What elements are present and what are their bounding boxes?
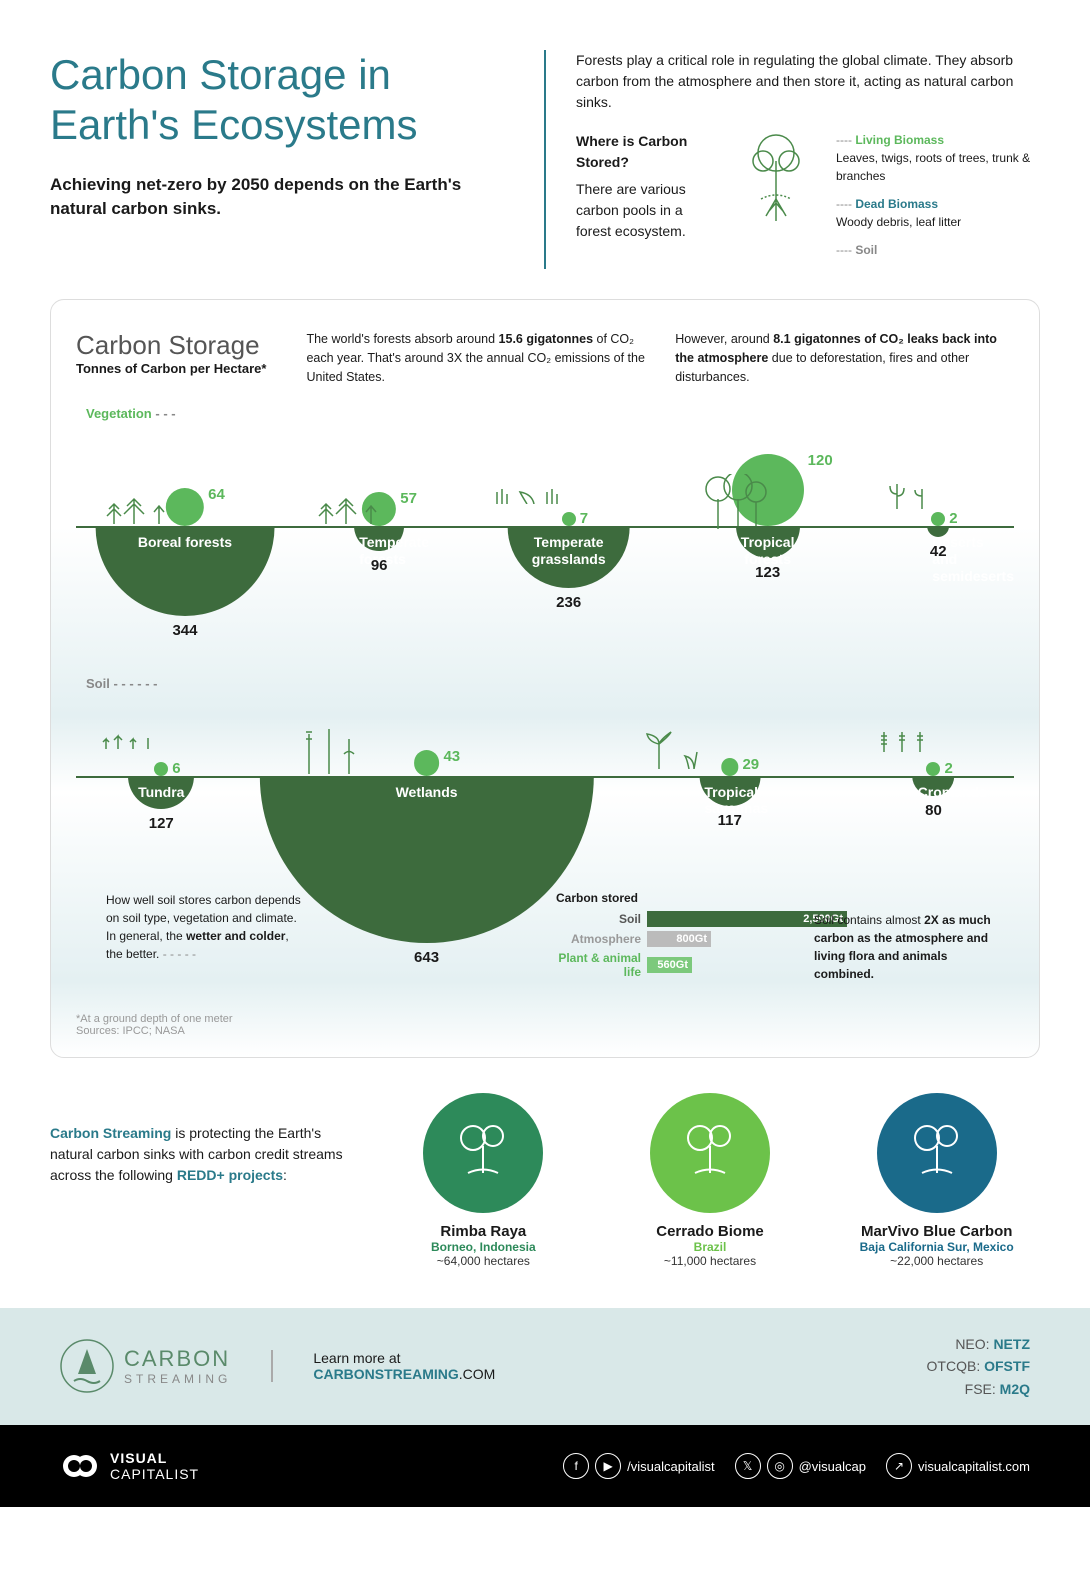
social-link[interactable]: 𝕏◎@visualcap [735,1453,866,1479]
ecosystem-deserts-and-semideserts: 2Deserts and semideserts42 [862,406,1014,567]
projects-intro: Carbon Streaming is protecting the Earth… [50,1093,350,1186]
social-links: f▶/visualcapitalist 𝕏◎@visualcap ↗visualca… [563,1453,1030,1479]
ecosystem-row-1: Vegetation - - - 64Boreal forests34457Te… [76,406,1014,655]
soil-label: Soil [855,243,877,257]
project-rimba-raya: Rimba RayaBorneo, Indonesia~64,000 hecta… [380,1093,587,1268]
chart-note-1: The world's forests absorb around 15.6 g… [306,330,645,386]
soil-fact: Soil contains almost 2X as much carbon a… [814,911,994,983]
ecosystem-temperate-grasslands: 7Temperate grasslands236 [464,406,672,617]
page-title: Carbon Storage in Earth's Ecosystems [50,50,514,151]
dead-biomass-label: Dead Biomass [855,197,938,211]
footer: VISUALCAPITALIST f▶/visualcapitalist 𝕏◎@v… [0,1425,1090,1507]
where-heading: Where is Carbon Stored? [576,131,716,173]
ecosystem-row-2: Soil - - - - - - How well soil stores ca… [76,676,1014,983]
chart-note-2: However, around 8.1 gigatonnes of CO₂ le… [675,330,1014,386]
dead-biomass-desc: Woody debris, leaf litter [836,215,961,229]
living-biomass-desc: Leaves, twigs, roots of trees, trunk & b… [836,151,1030,183]
chart-title: Carbon Storage [76,330,266,361]
tree-icon [731,131,821,232]
ecosystem-temperate-forests: 57Temperate forests96 [294,406,465,581]
project-marvivo-blue-carbon: MarVivo Blue CarbonBaja California Sur, … [833,1093,1040,1268]
social-link[interactable]: f▶/visualcapitalist [563,1453,714,1479]
chart-panel: Carbon Storage Tonnes of Carbon per Hect… [50,299,1040,1058]
social-link[interactable]: ↗visualcapitalist.com [886,1453,1030,1479]
ecosystem-boreal-forests: 64Boreal forests344 [76,406,294,645]
footnote-sources: Sources: IPCC; NASA [76,1025,1014,1037]
visual-capitalist-logo: VISUALCAPITALIST [60,1450,199,1482]
ecosystem-tundra: 6Tundra127 [76,676,247,839]
footnote-depth: *At a ground depth of one meter [76,1013,1014,1025]
ecosystem-tropical-savannas: 29Tropical savannas117 [607,676,853,836]
ecosystem-tropical-forests: 120Tropical forests123 [673,406,863,588]
chart-subtitle: Tonnes of Carbon per Hectare* [76,361,266,376]
brand-bar: CARBONSTREAMING Learn more at CARBONSTRE… [0,1308,1090,1425]
where-text: There are various carbon pools in a fore… [576,181,686,239]
header: Carbon Storage in Earth's Ecosystems Ach… [50,50,1040,269]
project-cerrado-biome: Cerrado BiomeBrazil~11,000 hectares [607,1093,814,1268]
carbon-streaming-logo: CARBONSTREAMING [60,1339,231,1393]
intro-paragraph: Forests play a critical role in regulati… [576,50,1040,113]
stock-tickers: NEO: NETZOTCQB: OFSTFFSE: M2Q [927,1333,1030,1400]
subtitle: Achieving net-zero by 2050 depends on th… [50,173,514,221]
living-biomass-label: Living Biomass [855,133,944,147]
ecosystem-croplands: 2Croplands80 [853,676,1014,827]
projects-section: Carbon Streaming is protecting the Earth… [50,1093,1040,1268]
learn-more: Learn more at CARBONSTREAMING.COM [271,1350,495,1382]
ecosystem-wetlands: 43Wetlands643 [247,676,607,973]
